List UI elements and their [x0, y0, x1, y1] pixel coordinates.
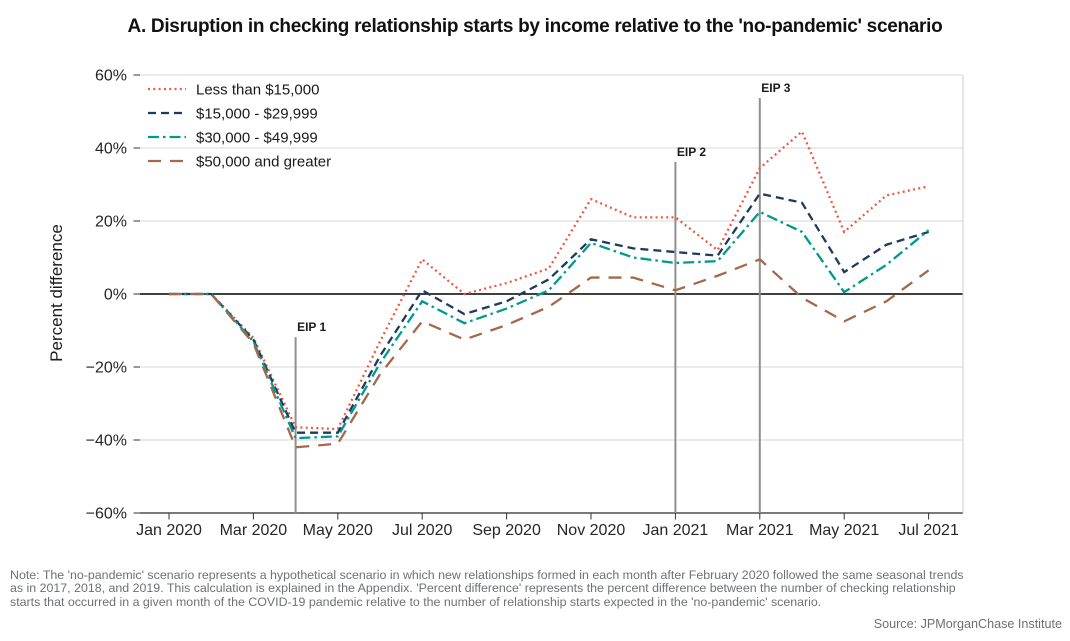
y-tick-label: −60%	[86, 506, 127, 523]
x-tick-label: May 2021	[809, 522, 879, 539]
legend-label-1: $15,000 - $29,999	[196, 106, 318, 123]
footnote-line-1: Note: The 'no-pandemic' scenario represe…	[10, 568, 964, 582]
series-line-0	[169, 129, 929, 431]
x-tick-label: Sep 2020	[472, 522, 541, 539]
legend-label-2: $30,000 - $49,999	[196, 130, 318, 147]
x-tick-label: Jul 2021	[898, 522, 959, 539]
series-line-1	[169, 192, 929, 434]
y-tick-label: −40%	[86, 433, 127, 450]
footnote: Note: The 'no-pandemic' scenario represe…	[10, 568, 1020, 609]
x-tick-label: Jan 2020	[136, 522, 202, 539]
footnote-line-2: as in 2017, 2018, and 2019. This calcula…	[10, 581, 956, 596]
x-tick-label: Nov 2020	[557, 522, 626, 539]
y-tick-label: −20%	[86, 360, 127, 377]
legend-label-0: Less than $15,000	[196, 82, 319, 99]
legend-label-3: $50,000 and greater	[196, 154, 331, 171]
footnote-line-3: starts that occurred in a given month of…	[10, 594, 822, 609]
source-credit: Source: JPMorganChase Institute	[873, 617, 1062, 631]
x-tick-label: Mar 2020	[220, 522, 288, 539]
x-tick-label: Jul 2020	[392, 522, 453, 539]
chart-title: A. Disruption in checking relationship s…	[127, 16, 943, 37]
series-line-3	[169, 257, 930, 449]
y-tick-label: 0%	[104, 287, 127, 304]
series-line-2	[169, 210, 930, 440]
x-tick-label: Mar 2021	[726, 522, 794, 539]
x-tick-label: May 2020	[303, 522, 373, 539]
y-tick-label: 60%	[95, 68, 127, 85]
y-tick-label: 20%	[95, 214, 127, 231]
annotation-label: EIP 2	[677, 145, 706, 159]
annotation-label: EIP 3	[761, 81, 790, 95]
y-tick-label: 40%	[95, 141, 127, 158]
annotation-label: EIP 1	[297, 320, 326, 334]
x-tick-label: Jan 2021	[642, 522, 708, 539]
